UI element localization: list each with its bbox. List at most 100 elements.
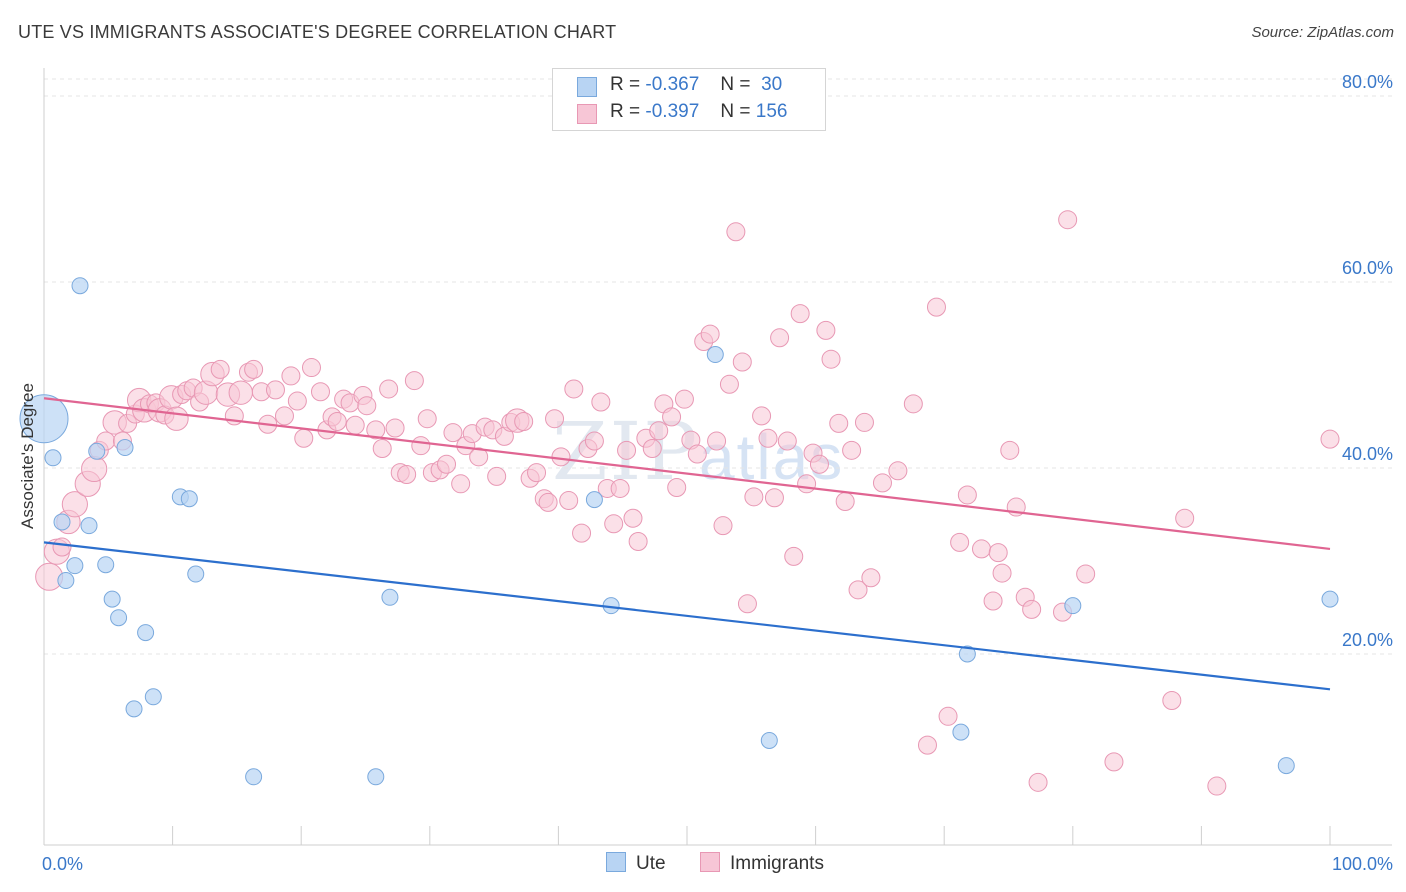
ute-point <box>381 588 399 606</box>
legend-r-value-immigrants: -0.397 <box>645 101 700 122</box>
immigrants-point <box>854 412 874 432</box>
ute-point <box>187 565 205 583</box>
immigrants-point <box>164 406 189 431</box>
ute-point <box>66 557 84 575</box>
immigrants-point <box>713 516 733 536</box>
source-credit: Source: ZipAtlas.com <box>1251 24 1394 41</box>
immigrants-point <box>809 454 829 474</box>
immigrants-point <box>244 359 264 379</box>
legend-n-label: N = <box>720 101 751 122</box>
immigrants-point <box>687 444 707 464</box>
correlation-legend: R = -0.367 N = 30 R = -0.397 N = 156 <box>552 68 826 131</box>
immigrants-point <box>848 580 868 600</box>
ute-point <box>53 513 71 531</box>
bottom-legend-immigrants: Immigrants <box>700 852 824 875</box>
immigrants-point <box>700 324 720 344</box>
immigrants-point <box>623 508 643 528</box>
legend-n-value-immigrants: 156 <box>755 101 788 122</box>
immigrants-point <box>764 488 784 508</box>
immigrants-point <box>1175 508 1195 528</box>
immigrants-point <box>777 431 797 451</box>
axis-layer <box>43 68 1392 846</box>
immigrants-point <box>52 537 72 557</box>
ute-point <box>585 491 603 509</box>
immigrants-point <box>301 358 321 378</box>
ute-point <box>958 645 976 663</box>
immigrants-point <box>790 304 810 324</box>
bottom-legend-swatch-ute <box>606 852 626 872</box>
ute-point <box>57 572 75 590</box>
immigrants-point <box>797 474 817 494</box>
immigrants-point <box>366 420 386 440</box>
immigrants-point <box>527 463 547 483</box>
immigrants-point <box>816 320 836 340</box>
legend-swatch-immigrants <box>577 104 597 124</box>
immigrants-point <box>469 447 489 467</box>
ute-point <box>44 449 62 467</box>
ute-point <box>71 277 89 295</box>
immigrants-point <box>265 380 285 400</box>
immigrants-point <box>372 438 392 458</box>
y-axis-title: Associate's Degree <box>18 383 37 529</box>
ute-point <box>180 490 198 508</box>
immigrants-point <box>437 454 457 474</box>
ute-point <box>1277 757 1295 775</box>
chart-title: UTE VS IMMIGRANTS ASSOCIATE'S DEGREE COR… <box>18 22 617 42</box>
bottom-legend-ute: Ute <box>606 852 666 875</box>
legend-n-label: N = <box>720 74 751 95</box>
legend-r-label: R = <box>610 101 641 122</box>
ute-point <box>88 442 106 460</box>
immigrants-point <box>1028 772 1048 792</box>
immigrants-point <box>411 436 431 456</box>
immigrants-point <box>61 491 88 518</box>
x-tick-label: 100.0% <box>1332 854 1393 874</box>
immigrants-point <box>487 466 507 486</box>
immigrants-point <box>667 478 687 498</box>
y-tick-label: 20.0% <box>1342 630 1393 650</box>
immigrants-point <box>404 371 424 391</box>
immigrants-point <box>992 563 1012 583</box>
immigrants-point <box>1320 429 1340 449</box>
immigrants-point <box>538 492 558 512</box>
immigrants-point <box>758 428 778 448</box>
immigrants-point <box>210 359 230 379</box>
immigrants-point <box>744 487 764 507</box>
immigrants-point <box>610 478 630 498</box>
immigrants-point <box>327 412 347 431</box>
immigrants-point <box>950 532 970 552</box>
immigrants-point <box>559 491 579 511</box>
immigrants-point <box>397 465 417 485</box>
immigrants-point <box>821 349 841 369</box>
ute-point <box>144 688 162 706</box>
immigrants-point <box>1076 564 1096 584</box>
immigrants-point <box>662 407 682 427</box>
immigrants-point <box>443 423 463 443</box>
ute-point <box>19 394 69 444</box>
bottom-legend-swatch-immigrants <box>700 852 720 872</box>
immigrants-point <box>591 392 611 412</box>
trend-lines <box>43 397 1331 691</box>
x-tick-label: 0.0% <box>42 854 83 874</box>
ute-point <box>80 517 98 535</box>
immigrants-point <box>842 440 862 460</box>
immigrants-point <box>835 491 855 511</box>
immigrants-point <box>983 591 1003 611</box>
immigrants-point <box>1104 752 1124 772</box>
ute-point <box>125 700 143 718</box>
immigrants-point <box>281 366 301 386</box>
ute-point <box>245 768 263 786</box>
ute-point <box>952 723 970 741</box>
immigrants-point <box>310 382 330 402</box>
ute-points <box>19 277 1339 786</box>
immigrants-point <box>385 418 405 438</box>
immigrants-point <box>1207 776 1227 796</box>
ute-point <box>97 556 115 574</box>
immigrants-point <box>903 394 923 414</box>
ute-point <box>1321 590 1339 608</box>
immigrants-point <box>514 412 534 431</box>
immigrants-trend-line <box>43 397 1331 551</box>
ute-point <box>1064 597 1082 615</box>
ute-point <box>103 590 121 608</box>
immigrants-point <box>564 379 584 399</box>
